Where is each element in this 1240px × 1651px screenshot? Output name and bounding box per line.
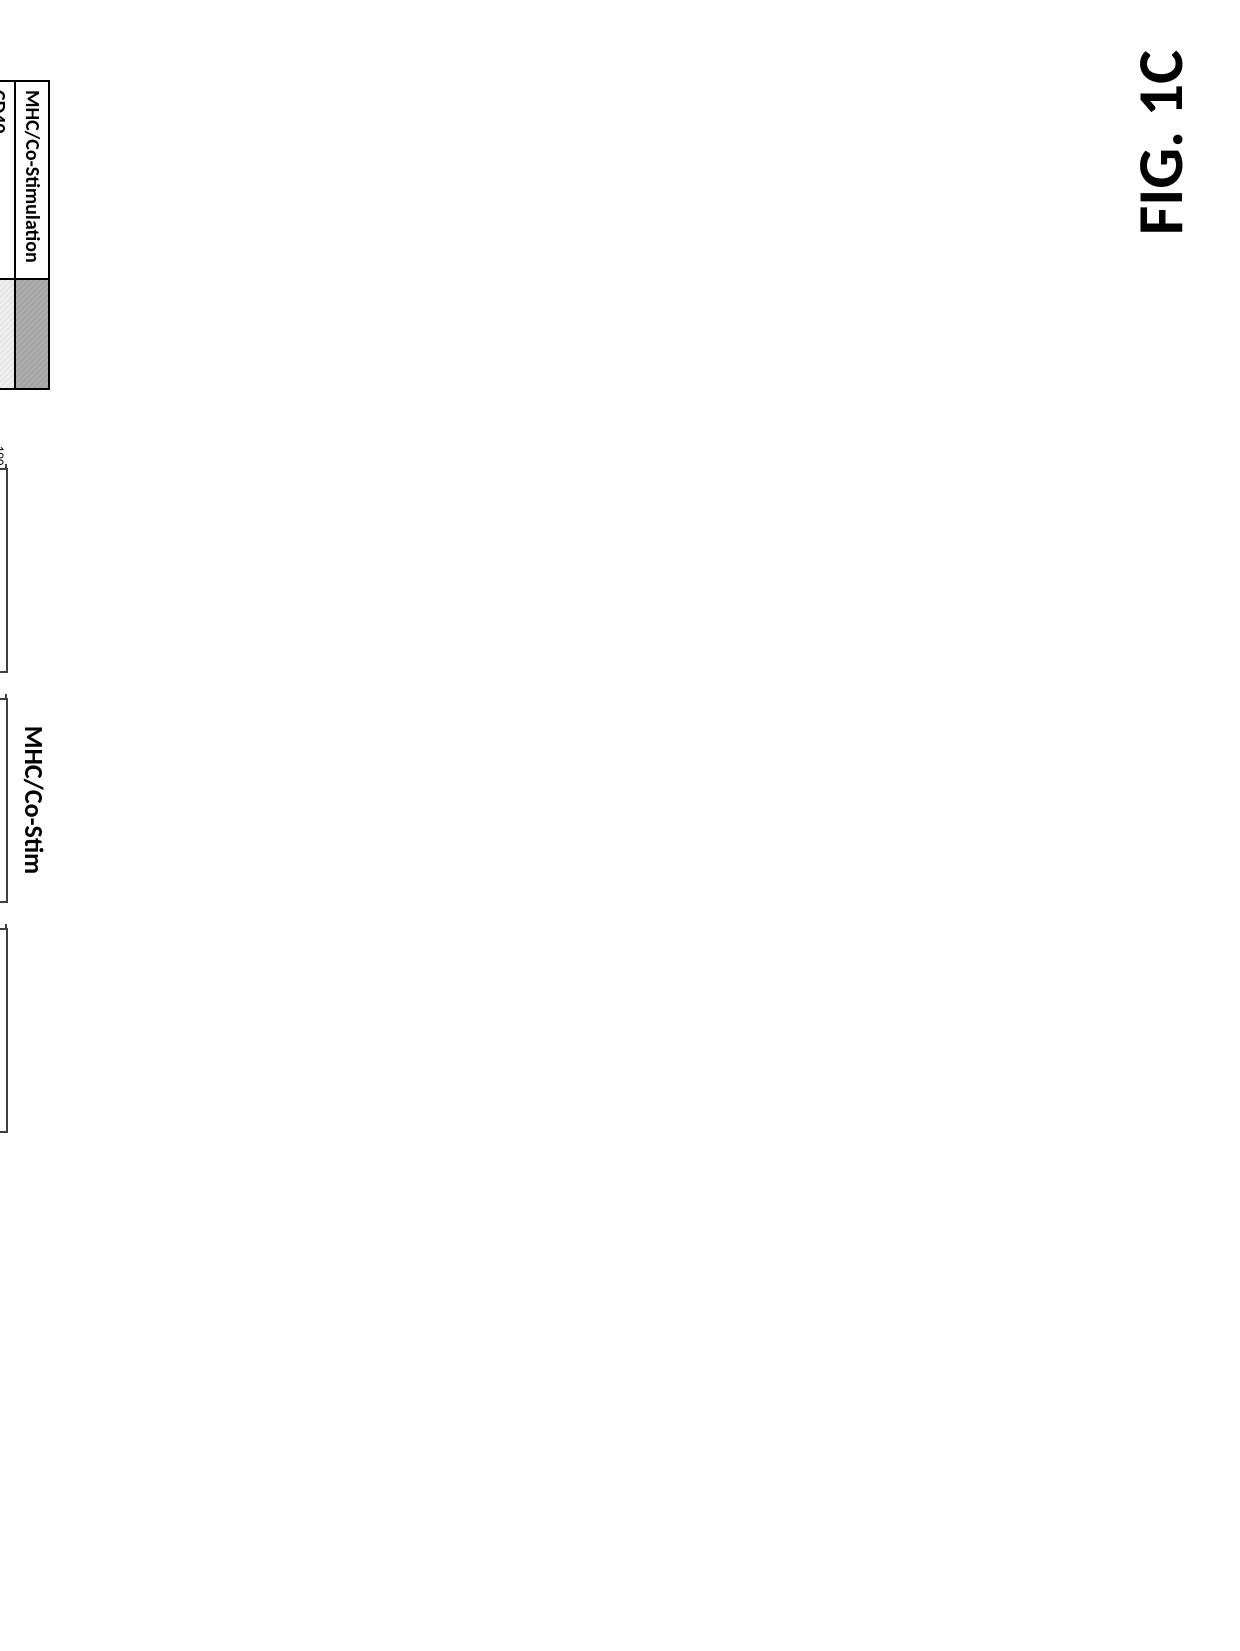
chart-panel: CD80100806040200Normalized to Mode-10³01… bbox=[0, 468, 8, 673]
main-content: MHC/Co-Stimulation CD40CD80CD83CD86ICOSL… bbox=[0, 80, 50, 1580]
chart-box: HLA DR bbox=[0, 928, 8, 1133]
chart-box: CD80100806040200Normalized to Mode-10³01… bbox=[0, 468, 8, 673]
mhc-charts-title: MHC/Co-Stim bbox=[18, 450, 50, 1150]
figure-label: FIG. 1C bbox=[1122, 50, 1200, 235]
mhc-chart-row: CD80100806040200Normalized to Mode-10³01… bbox=[0, 468, 8, 1133]
chart-panel: CD86 bbox=[0, 698, 8, 903]
chart-box: CD86 bbox=[0, 698, 8, 903]
mhc-header: MHC/Co-Stimulation bbox=[15, 81, 49, 279]
charts-block: MHC/Co-Stim CD80100806040200Normalized t… bbox=[0, 450, 50, 1150]
mhc-table: MHC/Co-Stimulation CD40CD80CD83CD86ICOSL… bbox=[0, 80, 50, 390]
mhc-header-heat bbox=[15, 279, 49, 389]
chart-panel: HLA DR bbox=[0, 928, 8, 1133]
table-row: CD40 bbox=[0, 81, 15, 389]
y-axis: 100806040200 bbox=[0, 428, 6, 466]
marker-label: CD40 bbox=[0, 81, 15, 279]
tables-block: MHC/Co-Stimulation CD40CD80CD83CD86ICOSL… bbox=[0, 80, 50, 390]
heat-cell bbox=[0, 279, 15, 389]
